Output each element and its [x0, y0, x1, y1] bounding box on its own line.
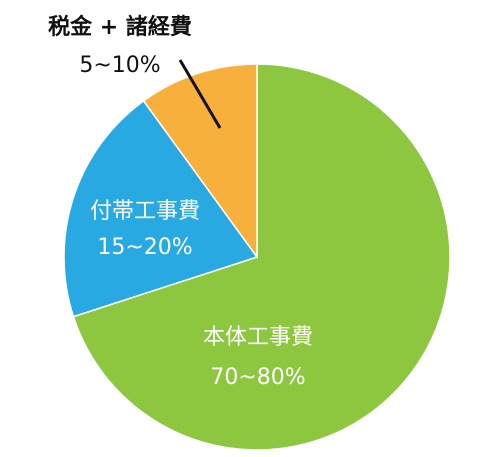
value-label: 70~80%: [210, 365, 305, 390]
slice-label: 本体工事費: [203, 325, 313, 350]
value-label: 5~10%: [79, 53, 160, 78]
pie-slice: [72, 63, 451, 451]
leader-line: [178, 59, 222, 129]
slice-label: 付帯工事費: [90, 199, 200, 224]
pie-slice: [142, 63, 258, 260]
value-label: 15~20%: [97, 235, 192, 260]
slice-label: 税金 + 諸経費: [48, 14, 192, 40]
pie-slice: [63, 99, 259, 318]
